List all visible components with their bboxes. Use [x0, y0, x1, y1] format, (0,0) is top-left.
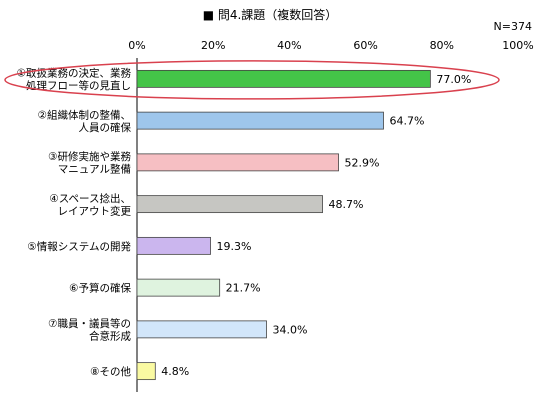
chart-title: ■ 問4.課題（複数回答）	[202, 8, 338, 22]
value-label: 34.0%	[273, 323, 308, 336]
bar	[136, 153, 339, 172]
category-label: ⑥予算の確保	[69, 282, 131, 295]
category-label: ①取扱業務の決定、業務	[17, 67, 132, 80]
bar	[136, 236, 211, 255]
bar	[136, 111, 384, 130]
category-label: ②組織体制の整備、	[38, 108, 131, 121]
value-label: 4.8%	[161, 365, 189, 378]
category-label: ⑤情報システムの開発	[27, 240, 131, 253]
bar	[136, 69, 431, 88]
category-label: マニュアル整備	[58, 163, 131, 176]
category-label: ④スペース捻出、	[49, 192, 131, 205]
bar	[136, 362, 156, 381]
category-label: 人員の確保	[79, 121, 132, 134]
category-label: ③研修実施や業務	[48, 150, 131, 163]
value-label: 64.7%	[390, 115, 425, 128]
value-label: 48.7%	[329, 198, 364, 211]
highlight-ellipse	[4, 60, 500, 100]
bar	[136, 320, 267, 339]
x-tick-label: 40%	[277, 39, 301, 52]
x-tick-label: 80%	[430, 39, 454, 52]
category-label: 合意形成	[89, 330, 131, 343]
category-label: レイアウト変更	[58, 204, 132, 217]
value-label: 21.7%	[226, 282, 261, 295]
x-tick-label: 100%	[502, 39, 533, 52]
category-label: 処理フロー等の見直し	[26, 79, 131, 92]
x-tick-label: 0%	[128, 39, 145, 52]
category-label: ⑧その他	[90, 365, 131, 378]
value-label: 19.3%	[217, 240, 252, 253]
value-label: 52.9%	[345, 156, 380, 169]
bar	[136, 278, 221, 297]
sample-size-note: N=374	[493, 20, 532, 33]
value-label: 77.0%	[436, 73, 471, 86]
x-tick-label: 20%	[201, 39, 225, 52]
bar	[136, 195, 323, 214]
category-label: ⑦職員・議員等の	[48, 317, 131, 330]
x-tick-label: 60%	[353, 39, 377, 52]
